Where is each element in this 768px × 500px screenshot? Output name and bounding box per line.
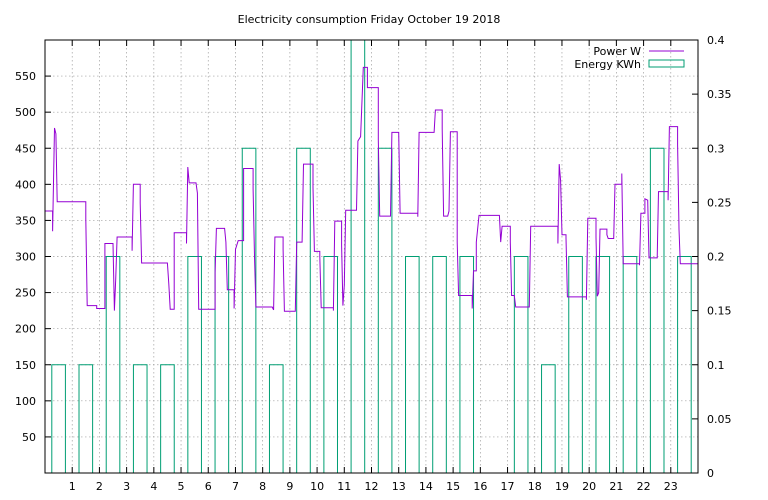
y-left-tick-label: 500 <box>15 106 36 119</box>
grid <box>45 40 698 473</box>
x-tick-label: 10 <box>310 480 324 493</box>
y-left-tick-label: 450 <box>15 142 36 155</box>
y-left-tick-label: 300 <box>15 251 36 264</box>
x-tick-label: 4 <box>150 480 157 493</box>
y-right-tick-label: 0.1 <box>707 359 725 372</box>
axis-ticks: 1 2 3 4 5 6 7 8 9 10 11 12 13 14 15 16 17 18 19 20 21 22 23501… <box>15 34 732 493</box>
x-tick-label: 16 <box>473 480 487 493</box>
power-series-line <box>45 66 698 312</box>
y-left-tick-label: 50 <box>22 431 36 444</box>
energy-bar <box>568 256 583 474</box>
y-left-tick-label: 200 <box>15 323 36 336</box>
x-tick-label: 3 <box>123 480 130 493</box>
x-tick-label: 5 <box>178 480 185 493</box>
y-right-tick-label: 0.25 <box>707 196 732 209</box>
chart-title: Electricity consumption Friday October 1… <box>238 13 501 26</box>
x-tick-label: 22 <box>637 480 651 493</box>
x-tick-label: 9 <box>286 480 293 493</box>
x-tick-label: 17 <box>501 480 515 493</box>
y-right-tick-label: 0.35 <box>707 88 732 101</box>
legend-label-power: Power W <box>593 45 641 58</box>
y-left-tick-label: 350 <box>15 214 36 227</box>
x-tick-label: 23 <box>664 480 678 493</box>
energy-bar <box>296 147 311 474</box>
energy-bar <box>78 364 94 474</box>
x-tick-label: 6 <box>205 480 212 493</box>
y-right-tick-label: 0.05 <box>707 413 732 426</box>
x-tick-label: 18 <box>528 480 542 493</box>
y-left-tick-label: 150 <box>15 359 36 372</box>
x-tick-label: 12 <box>365 480 379 493</box>
legend: Power W Energy KWh <box>574 45 685 71</box>
legend-label-energy: Energy KWh <box>574 58 641 71</box>
y-right-tick-label: 0 <box>707 467 714 480</box>
y-left-tick-label: 550 <box>15 70 36 83</box>
energy-bar <box>160 364 175 474</box>
x-tick-label: 20 <box>582 480 596 493</box>
energy-bar <box>649 147 665 474</box>
y-right-tick-label: 0.2 <box>707 251 725 264</box>
y-left-tick-label: 400 <box>15 178 36 191</box>
legend-swatch-energy <box>648 59 685 68</box>
x-tick-label: 14 <box>419 480 433 493</box>
x-tick-label: 11 <box>337 480 351 493</box>
power-line <box>45 66 698 312</box>
x-tick-label: 7 <box>232 480 239 493</box>
energy-bar <box>541 364 556 474</box>
x-tick-label: 2 <box>96 480 103 493</box>
energy-bar <box>51 364 66 474</box>
y-left-tick-label: 250 <box>15 287 36 300</box>
energy-bar <box>432 256 447 474</box>
x-tick-label: 13 <box>392 480 406 493</box>
y-right-tick-label: 0.15 <box>707 305 732 318</box>
energy-bar <box>241 147 257 474</box>
y-right-tick-label: 0.3 <box>707 142 725 155</box>
energy-bar <box>132 364 148 474</box>
x-tick-label: 1 <box>69 480 76 493</box>
x-tick-label: 15 <box>446 480 460 493</box>
y-right-tick-label: 0.4 <box>707 34 725 47</box>
energy-bar <box>377 147 393 474</box>
y-left-tick-label: 100 <box>15 395 36 408</box>
x-tick-label: 8 <box>259 480 266 493</box>
x-tick-label: 19 <box>555 480 569 493</box>
energy-bar <box>268 364 284 474</box>
x-tick-label: 21 <box>609 480 623 493</box>
